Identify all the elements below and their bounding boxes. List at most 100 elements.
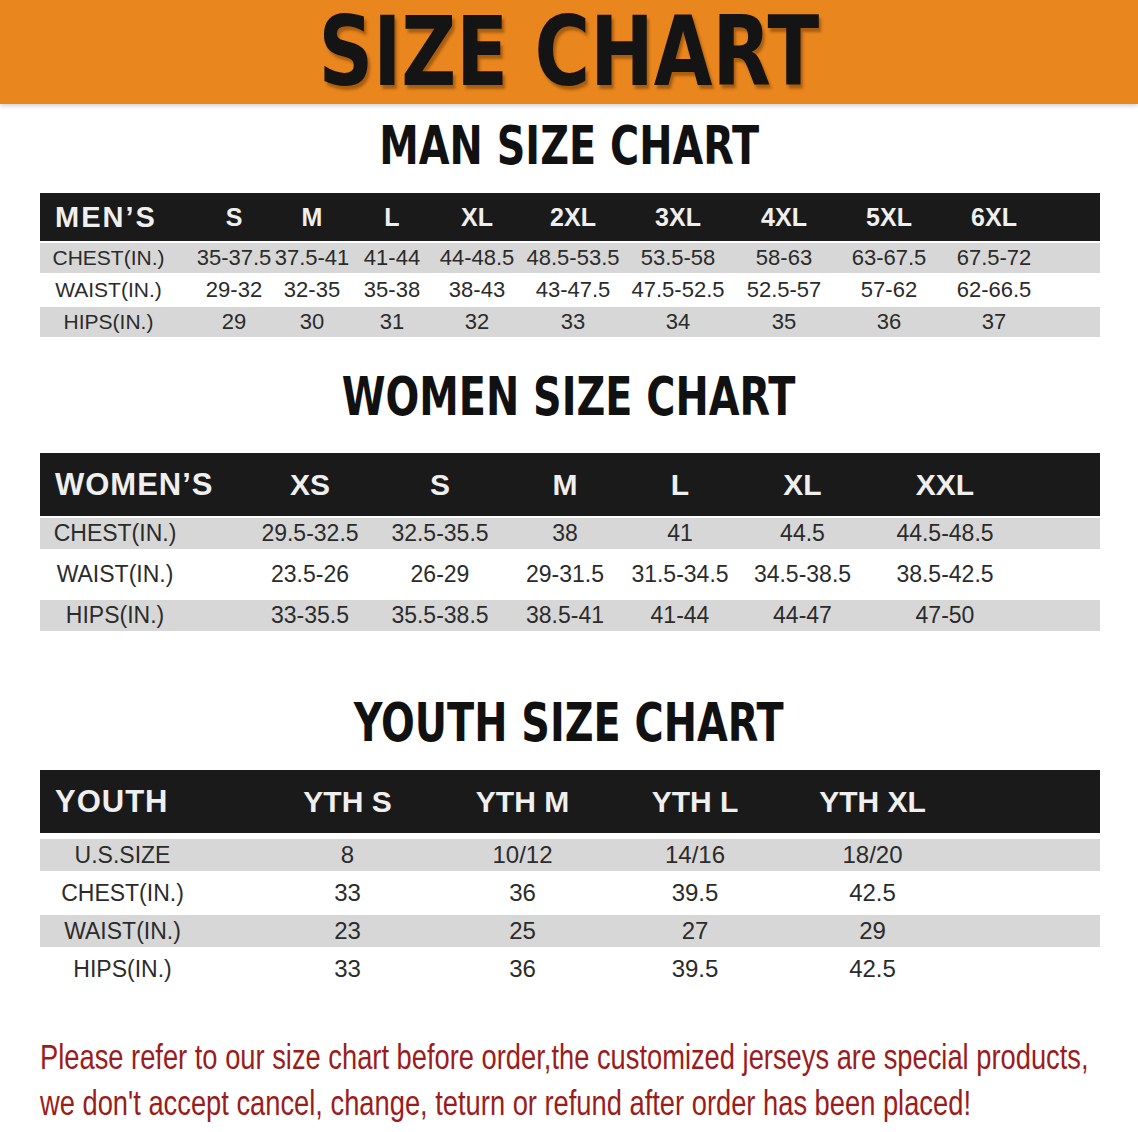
section-heading-youth: YOUTH SIZE CHART: [0, 692, 1138, 753]
value-cell: 8: [260, 836, 435, 874]
value-cell: 36: [435, 874, 610, 912]
measurement-row: U.S.SIZE810/1214/1618/20: [40, 836, 1100, 874]
row-spacer-cell: [1047, 242, 1100, 274]
size-column-header: 3XL: [625, 193, 731, 242]
value-cell: 36: [837, 306, 941, 338]
value-cell: 47.5-52.5: [625, 274, 731, 306]
value-cell: 67.5-72: [941, 242, 1047, 274]
row-spacer-cell: [1047, 306, 1100, 338]
value-cell: 33: [260, 874, 435, 912]
value-cell: 23: [260, 912, 435, 950]
value-cell: 35-37.5: [195, 242, 273, 274]
footer-note-line1: Please refer to our size chart before or…: [40, 1034, 1101, 1080]
value-cell: 14/16: [610, 836, 780, 874]
measurement-row: CHEST(IN.)35-37.537.5-4141-4444-48.548.5…: [40, 242, 1100, 274]
value-cell: 29-32: [195, 274, 273, 306]
header-spacer-cell: [1025, 453, 1100, 517]
row-spacer-cell: [1047, 274, 1100, 306]
section-heading-women: WOMEN SIZE CHART: [0, 366, 1138, 427]
value-cell: 29: [780, 912, 965, 950]
size-column-header: YTH L: [610, 770, 780, 836]
banner: SIZE CHART: [0, 0, 1138, 104]
header-spacer-cell: [1047, 193, 1100, 242]
row-spacer-cell: [965, 836, 1100, 874]
size-column-header: S: [195, 193, 273, 242]
size-column-header: XS: [250, 453, 370, 517]
row-label: HIPS(IN.): [40, 306, 195, 338]
value-cell: 44-47: [740, 595, 865, 636]
value-cell: 26-29: [370, 554, 510, 595]
measurement-row: WAIST(IN.)23.5-2626-2929-31.531.5-34.534…: [40, 554, 1100, 595]
size-column-header: 2XL: [521, 193, 625, 242]
row-spacer-cell: [1025, 595, 1100, 636]
value-cell: 35.5-38.5: [370, 595, 510, 636]
row-spacer-cell: [1025, 554, 1100, 595]
row-label: CHEST(IN.): [40, 874, 260, 912]
value-cell: 57-62: [837, 274, 941, 306]
measurement-row: WAIST(IN.)29-3232-3535-3838-4343-47.547.…: [40, 274, 1100, 306]
value-cell: 63-67.5: [837, 242, 941, 274]
table-title-cell: YOUTH: [40, 770, 260, 836]
row-label: U.S.SIZE: [40, 836, 260, 874]
value-cell: 23.5-26: [250, 554, 370, 595]
value-cell: 42.5: [780, 874, 965, 912]
footer-note: Please refer to our size chart before or…: [40, 1034, 1101, 1126]
header-spacer-cell: [965, 770, 1100, 836]
value-cell: 18/20: [780, 836, 965, 874]
size-column-header: 6XL: [941, 193, 1047, 242]
value-cell: 41-44: [351, 242, 433, 274]
value-cell: 29.5-32.5: [250, 517, 370, 554]
size-column-header: M: [273, 193, 351, 242]
row-label: WAIST(IN.): [40, 912, 260, 950]
value-cell: 37.5-41: [273, 242, 351, 274]
size-column-header: S: [370, 453, 510, 517]
men-size-table: MEN’SSMLXL2XL3XL4XL5XL6XLCHEST(IN.)35-37…: [40, 193, 1100, 339]
value-cell: 41-44: [620, 595, 740, 636]
size-column-header: XXL: [865, 453, 1025, 517]
value-cell: 33-35.5: [250, 595, 370, 636]
value-cell: 31.5-34.5: [620, 554, 740, 595]
table-header-row: YOUTHYTH SYTH MYTH LYTH XL: [40, 770, 1100, 836]
value-cell: 34: [625, 306, 731, 338]
row-label: HIPS(IN.): [40, 950, 260, 988]
value-cell: 35: [731, 306, 837, 338]
value-cell: 58-63: [731, 242, 837, 274]
value-cell: 38.5-42.5: [865, 554, 1025, 595]
value-cell: 32.5-35.5: [370, 517, 510, 554]
size-column-header: 4XL: [731, 193, 837, 242]
value-cell: 39.5: [610, 874, 780, 912]
value-cell: 38.5-41: [510, 595, 620, 636]
section-heading-man: MAN SIZE CHART: [0, 115, 1138, 176]
size-column-header: L: [351, 193, 433, 242]
value-cell: 27: [610, 912, 780, 950]
value-cell: 32-35: [273, 274, 351, 306]
value-cell: 48.5-53.5: [521, 242, 625, 274]
size-column-header: 5XL: [837, 193, 941, 242]
value-cell: 38: [510, 517, 620, 554]
value-cell: 44.5: [740, 517, 865, 554]
page-title: SIZE CHART: [319, 0, 820, 108]
value-cell: 29: [195, 306, 273, 338]
table-header-row: WOMEN’SXSSMLXLXXL: [40, 453, 1100, 517]
measurement-row: WAIST(IN.)23252729: [40, 912, 1100, 950]
size-column-header: L: [620, 453, 740, 517]
row-spacer-cell: [965, 950, 1100, 988]
table-header-row: MEN’SSMLXL2XL3XL4XL5XL6XL: [40, 193, 1100, 242]
value-cell: 33: [521, 306, 625, 338]
size-column-header: YTH M: [435, 770, 610, 836]
value-cell: 32: [433, 306, 521, 338]
size-column-header: M: [510, 453, 620, 517]
row-label: WAIST(IN.): [40, 554, 250, 595]
row-label: WAIST(IN.): [40, 274, 195, 306]
size-column-header: YTH S: [260, 770, 435, 836]
row-spacer-cell: [1025, 517, 1100, 554]
measurement-row: CHEST(IN.)333639.542.5: [40, 874, 1100, 912]
value-cell: 37: [941, 306, 1047, 338]
value-cell: 10/12: [435, 836, 610, 874]
row-label: CHEST(IN.): [40, 242, 195, 274]
value-cell: 33: [260, 950, 435, 988]
value-cell: 38-43: [433, 274, 521, 306]
row-spacer-cell: [965, 912, 1100, 950]
table-title-cell: MEN’S: [40, 193, 195, 242]
size-column-header: YTH XL: [780, 770, 965, 836]
